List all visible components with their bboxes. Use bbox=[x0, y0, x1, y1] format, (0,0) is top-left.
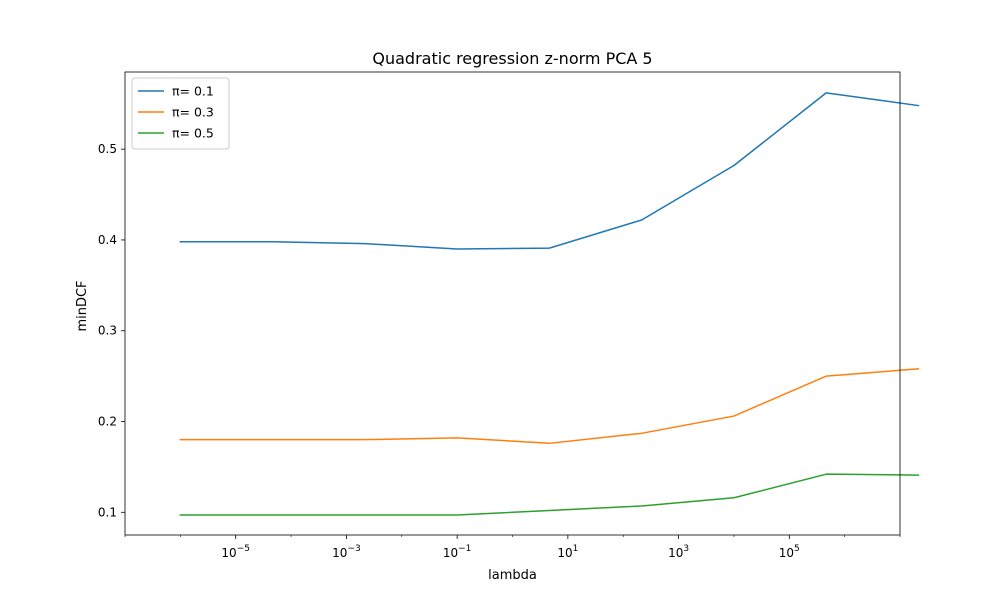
y-tick-label: 0.1 bbox=[98, 505, 117, 519]
x-axis-label: lambda bbox=[488, 568, 537, 583]
y-tick-label: 0.4 bbox=[98, 233, 117, 247]
y-tick-label: 0.3 bbox=[98, 324, 117, 338]
y-tick-label: 0.2 bbox=[98, 415, 117, 429]
series-line-1 bbox=[179, 92, 920, 250]
x-tick-label: 103 bbox=[668, 544, 689, 560]
y-tick-label: 0.5 bbox=[98, 142, 117, 156]
legend-box bbox=[131, 77, 230, 150]
x-tick-label: 10−3 bbox=[332, 544, 361, 560]
legend-label: π= 0.5 bbox=[172, 126, 214, 141]
x-tick-label: 105 bbox=[779, 544, 800, 560]
series-line-3 bbox=[179, 473, 920, 516]
y-axis-label: minDCF bbox=[75, 280, 90, 331]
x-tick-label: 101 bbox=[557, 544, 578, 560]
series-line-2 bbox=[179, 368, 920, 445]
legend-label: π= 0.3 bbox=[172, 105, 214, 120]
x-tick-label: 10−5 bbox=[221, 544, 250, 560]
chart-title: Quadratic regression z-norm PCA 5 bbox=[372, 49, 652, 68]
legend-label: π= 0.1 bbox=[172, 84, 214, 99]
x-tick-label: 10−1 bbox=[443, 544, 472, 560]
plot-area: 10−5 10−3 10−1 101 103 105 0.1 0.2 0.3 0.4 0.5 π= 0… bbox=[98, 71, 920, 560]
